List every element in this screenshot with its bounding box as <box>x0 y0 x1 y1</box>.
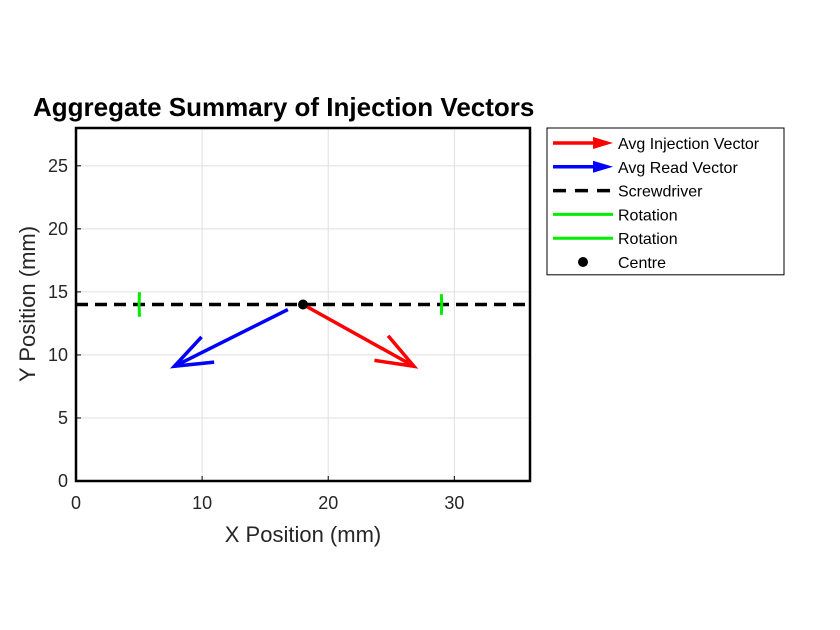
y-tick-label: 0 <box>58 471 68 491</box>
legend-label: Avg Injection Vector <box>618 136 760 153</box>
legend-label: Screwdriver <box>618 184 703 201</box>
x-axis-label: X Position (mm) <box>225 522 381 547</box>
legend-box <box>546 127 785 276</box>
legend-label: Avg Read Vector <box>618 160 738 177</box>
plot-area <box>76 292 530 369</box>
legend-entry: Avg Injection Vector <box>553 136 760 153</box>
x-tick-label: 0 <box>71 493 81 513</box>
x-tick-label: 10 <box>192 493 212 513</box>
legend-dot <box>578 257 588 267</box>
chart-title: Aggregate Summary of Injection Vectors <box>33 92 534 122</box>
legend-entry: Centre <box>578 255 666 272</box>
legend-entry: Rotation <box>553 207 678 224</box>
legend-arrow-head <box>593 137 613 149</box>
centre-marker <box>298 299 308 310</box>
y-tick-label: 15 <box>48 282 68 302</box>
legend-entry: Screwdriver <box>553 184 703 201</box>
legend-entry: Avg Read Vector <box>553 160 738 177</box>
x-tick-label: 30 <box>444 493 464 513</box>
legend-label: Rotation <box>618 231 678 248</box>
y-axis-label: Y Position (mm) <box>15 226 40 382</box>
legend-label: Centre <box>618 255 666 272</box>
y-tick-label: 10 <box>48 345 68 365</box>
legend-label: Rotation <box>618 207 678 224</box>
y-tick-label: 5 <box>58 408 68 428</box>
legend-arrow-head <box>593 160 613 173</box>
vector-arrow <box>169 307 289 369</box>
axes-box <box>74 126 532 483</box>
tick-labels: 0 10 20 30 0 5 10 15 20 25 <box>48 156 464 513</box>
legend-entry: Rotation <box>553 231 678 248</box>
legend: Avg Injection Vector Avg Read Vector Screw… <box>546 127 785 276</box>
y-tick-label: 25 <box>48 156 68 176</box>
x-tick-label: 20 <box>318 493 338 513</box>
y-tick-label: 20 <box>48 219 68 239</box>
vector-arrow <box>302 302 419 369</box>
